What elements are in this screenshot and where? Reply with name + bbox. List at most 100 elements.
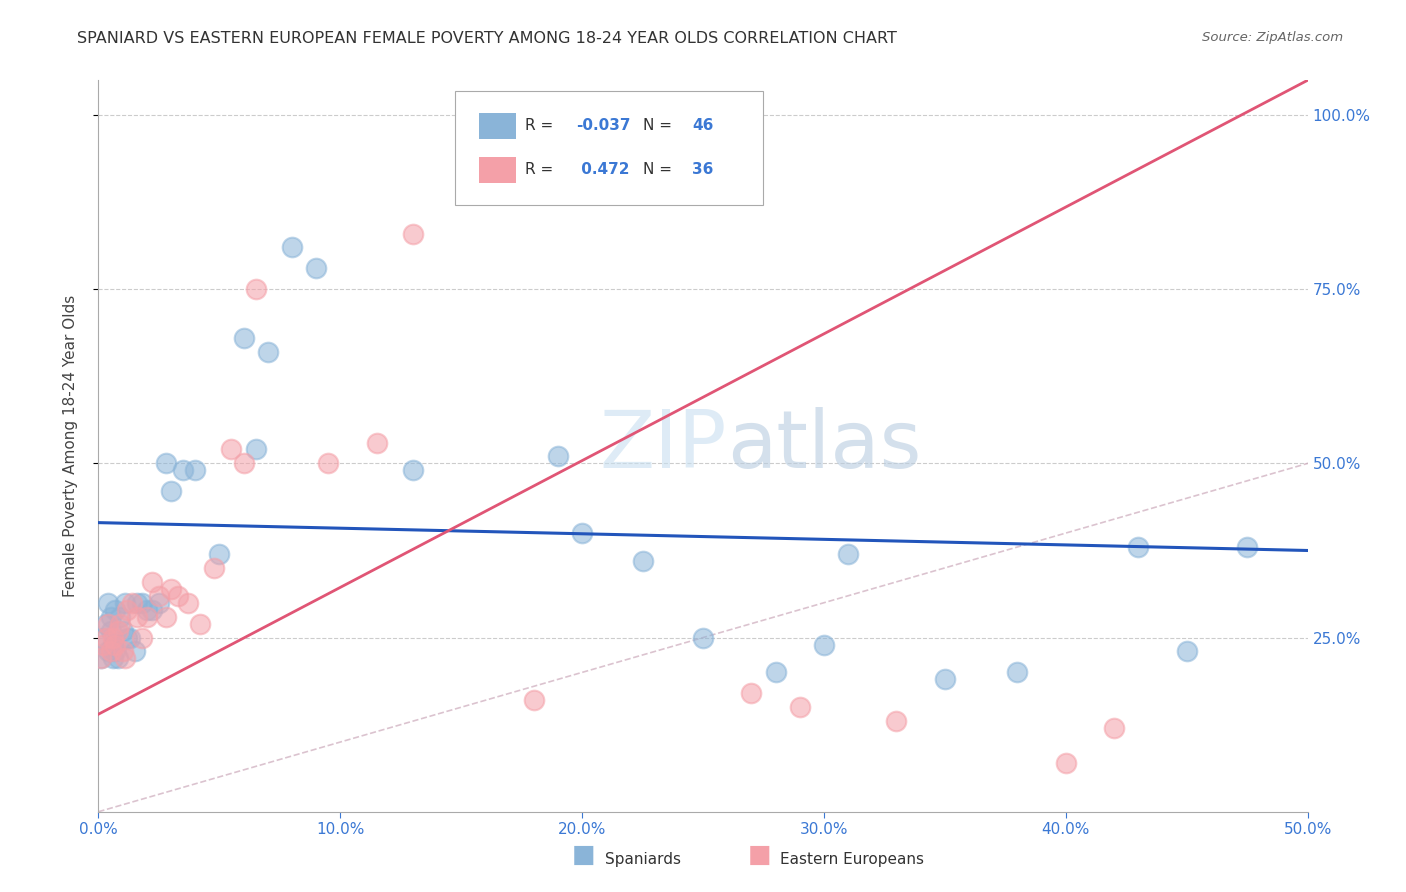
Point xyxy=(104,638,127,652)
Point xyxy=(104,603,127,617)
Text: Spaniards: Spaniards xyxy=(605,852,681,867)
Point xyxy=(547,450,569,464)
Point xyxy=(1175,644,1198,658)
Text: N =: N = xyxy=(643,162,676,177)
Point xyxy=(740,686,762,700)
Point xyxy=(167,589,190,603)
Text: ■: ■ xyxy=(572,843,595,867)
Point xyxy=(94,616,117,631)
Point xyxy=(97,644,120,658)
Point xyxy=(886,714,908,728)
Point xyxy=(188,616,211,631)
Y-axis label: Female Poverty Among 18-24 Year Olds: Female Poverty Among 18-24 Year Olds xyxy=(63,295,77,597)
Text: N =: N = xyxy=(643,118,676,133)
Point xyxy=(104,644,127,658)
Point xyxy=(101,631,124,645)
Point xyxy=(692,631,714,645)
FancyBboxPatch shape xyxy=(479,157,516,183)
Point xyxy=(316,457,339,471)
Point xyxy=(208,547,231,561)
Point xyxy=(135,609,157,624)
Point xyxy=(111,624,134,638)
Point xyxy=(789,700,811,714)
Point xyxy=(97,596,120,610)
FancyBboxPatch shape xyxy=(456,91,763,204)
Point xyxy=(111,644,134,658)
Text: ■: ■ xyxy=(748,843,770,867)
Point xyxy=(148,589,170,603)
Point xyxy=(91,638,114,652)
Point xyxy=(571,526,593,541)
Text: 0.472: 0.472 xyxy=(576,162,630,177)
Point xyxy=(97,616,120,631)
Text: -0.037: -0.037 xyxy=(576,118,630,133)
Text: R =: R = xyxy=(526,118,558,133)
Point xyxy=(837,547,859,561)
Point xyxy=(118,631,141,645)
Point xyxy=(245,282,267,296)
Point xyxy=(117,603,139,617)
Point xyxy=(934,673,956,687)
FancyBboxPatch shape xyxy=(479,113,516,139)
Point xyxy=(172,463,194,477)
Point xyxy=(141,574,163,589)
Text: atlas: atlas xyxy=(727,407,921,485)
Point xyxy=(245,442,267,457)
Point xyxy=(135,603,157,617)
Point xyxy=(813,638,835,652)
Point xyxy=(124,644,146,658)
Point xyxy=(101,651,124,665)
Point xyxy=(108,616,131,631)
Point xyxy=(155,609,177,624)
Point xyxy=(117,631,139,645)
Point xyxy=(366,435,388,450)
Text: 36: 36 xyxy=(692,162,713,177)
Point xyxy=(281,240,304,254)
Point xyxy=(114,651,136,665)
Point xyxy=(91,631,114,645)
Point xyxy=(305,261,328,276)
Point xyxy=(1236,540,1258,554)
Point xyxy=(131,631,153,645)
Point xyxy=(160,484,183,499)
Point xyxy=(107,651,129,665)
Point xyxy=(1102,721,1125,735)
Point xyxy=(232,331,254,345)
Point xyxy=(100,644,122,658)
Point xyxy=(101,638,124,652)
Point xyxy=(141,603,163,617)
Point xyxy=(1054,756,1077,770)
Point xyxy=(108,609,131,624)
Point xyxy=(402,463,425,477)
Point xyxy=(1128,540,1150,554)
Point xyxy=(121,596,143,610)
Point xyxy=(204,561,226,575)
Point xyxy=(90,651,112,665)
Point xyxy=(765,665,787,680)
Text: 46: 46 xyxy=(692,118,713,133)
Point xyxy=(127,609,149,624)
Point xyxy=(148,596,170,610)
Text: ZIP: ZIP xyxy=(600,407,727,485)
Text: Eastern Europeans: Eastern Europeans xyxy=(780,852,924,867)
Point xyxy=(90,651,112,665)
Point xyxy=(402,227,425,241)
Point xyxy=(100,609,122,624)
Point xyxy=(184,463,207,477)
Point xyxy=(107,624,129,638)
Point xyxy=(177,596,200,610)
Point xyxy=(160,582,183,596)
Point xyxy=(221,442,243,457)
Point xyxy=(127,596,149,610)
Point xyxy=(94,631,117,645)
Text: SPANIARD VS EASTERN EUROPEAN FEMALE POVERTY AMONG 18-24 YEAR OLDS CORRELATION CH: SPANIARD VS EASTERN EUROPEAN FEMALE POVE… xyxy=(77,31,897,46)
Point xyxy=(1007,665,1029,680)
Point xyxy=(631,554,654,568)
Text: Source: ZipAtlas.com: Source: ZipAtlas.com xyxy=(1202,31,1343,45)
Point xyxy=(131,596,153,610)
Point xyxy=(523,693,546,707)
Text: R =: R = xyxy=(526,162,558,177)
Point xyxy=(155,457,177,471)
Point xyxy=(232,457,254,471)
Point xyxy=(100,624,122,638)
